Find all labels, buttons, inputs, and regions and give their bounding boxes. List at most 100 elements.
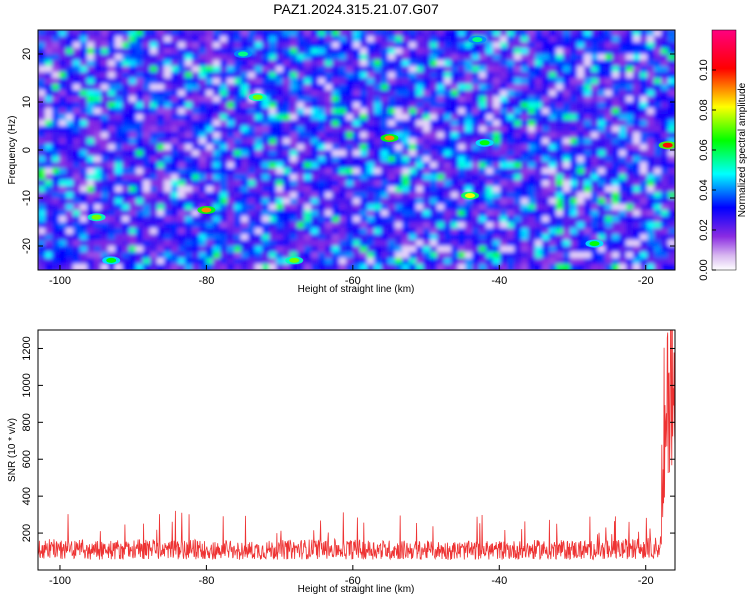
spectrogram-cell <box>507 30 515 37</box>
spectrogram-cell <box>395 210 403 217</box>
spectrogram-cell <box>416 78 424 85</box>
spectrogram-cell <box>493 150 501 157</box>
spectrogram-cell <box>486 96 494 103</box>
spectrogram-cell <box>45 216 53 223</box>
spectrogram-cell <box>437 48 445 55</box>
spectrogram-cell <box>661 78 669 85</box>
spectrogram-cell <box>276 204 284 211</box>
spectrogram-cell <box>619 132 627 139</box>
spectrogram-cell <box>367 258 375 265</box>
spectrogram-cell <box>150 96 158 103</box>
spectrogram-cell <box>549 210 557 217</box>
spectrogram-cell <box>353 174 361 181</box>
spectrogram-cell <box>255 150 263 157</box>
spectrogram-cell <box>626 204 634 211</box>
spectrogram-cell <box>598 54 606 61</box>
spectrogram-cell <box>87 198 95 205</box>
spectrogram-cell <box>339 204 347 211</box>
spectrogram-cell <box>591 60 599 67</box>
spectrogram-cell <box>570 174 578 181</box>
spectrogram-cell <box>584 228 592 235</box>
spectrogram-cell <box>206 126 214 133</box>
spectrogram-cell <box>80 222 88 229</box>
spectrogram-cell <box>612 192 620 199</box>
spectrogram-cell <box>437 150 445 157</box>
spectrogram-cell <box>227 42 235 49</box>
spectrogram-cell <box>45 240 53 247</box>
spectrogram-cell <box>143 126 151 133</box>
spectrogram-cell <box>87 144 95 151</box>
spectrogram-cell <box>136 234 144 241</box>
spectrogram-cell <box>633 30 641 37</box>
spectrogram-cell <box>500 66 508 73</box>
spectrogram-cell <box>367 108 375 115</box>
spectrogram-cell <box>451 96 459 103</box>
spectrogram-cell <box>332 84 340 91</box>
spectrogram-cell <box>171 90 179 97</box>
spectrogram-cell <box>360 78 368 85</box>
spectrogram-cell <box>528 126 536 133</box>
spectrogram-cell <box>605 30 613 37</box>
spectrogram-cell <box>269 60 277 67</box>
spectrogram-cell <box>115 36 123 43</box>
spectrogram-cell <box>185 246 193 253</box>
spectrogram-cell <box>332 132 340 139</box>
spectrogram-cell <box>381 186 389 193</box>
spectrogram-cell <box>395 234 403 241</box>
spectrogram-cell <box>297 210 305 217</box>
spectrogram-cell <box>157 66 165 73</box>
spectrogram-cell <box>136 210 144 217</box>
spectrogram-cell <box>192 66 200 73</box>
spectrogram-cell <box>248 234 256 241</box>
spectrogram-cell <box>633 246 641 253</box>
spectrogram-cell <box>220 252 228 259</box>
spectrogram-cell <box>612 108 620 115</box>
spectrogram-cell <box>87 174 95 181</box>
spectrogram-cell <box>542 210 550 217</box>
spectrogram-cell <box>87 246 95 253</box>
spectrogram-cell <box>535 156 543 163</box>
spectrogram-cell <box>108 138 116 145</box>
spectrogram-cell <box>584 84 592 91</box>
spectrogram-cell <box>458 84 466 91</box>
spectrogram-cell <box>605 264 613 270</box>
spectrogram-cell <box>507 180 515 187</box>
spectrogram-cell <box>360 132 368 139</box>
spectrogram-cell <box>192 108 200 115</box>
spectrogram-cell <box>80 84 88 91</box>
spectrogram-cell <box>59 168 67 175</box>
spectrogram-cell <box>500 30 508 37</box>
spectrogram-cell <box>248 156 256 163</box>
spectrogram-cell <box>227 96 235 103</box>
spectrogram-cell <box>269 198 277 205</box>
spectrogram-cell <box>479 252 487 259</box>
spectrogram-cell <box>430 36 438 43</box>
spectrogram-cell <box>395 198 403 205</box>
spectrogram-cell <box>654 72 662 79</box>
spectrogram-cell <box>444 258 452 265</box>
spectrogram-cell <box>157 156 165 163</box>
spectrogram-cell <box>486 258 494 265</box>
spectrogram-cell <box>178 150 186 157</box>
spectrogram-cell <box>122 48 130 55</box>
spectrogram-cell <box>360 120 368 127</box>
spectrogram-cell <box>318 264 326 270</box>
spectrogram-cell <box>409 42 417 49</box>
spectrogram-cell <box>150 234 158 241</box>
spectrogram-cell <box>647 228 655 235</box>
spectrogram-cell <box>388 156 396 163</box>
spectrogram-cell <box>122 192 130 199</box>
spectrogram-cell <box>255 72 263 79</box>
spectrogram-cell <box>248 36 256 43</box>
spectrogram-cell <box>346 216 354 223</box>
spectrogram-cell <box>248 240 256 247</box>
spectrogram-cell <box>157 138 165 145</box>
spectrogram-cell <box>577 156 585 163</box>
spectrogram-cell <box>577 60 585 67</box>
spectrogram-cell <box>283 192 291 199</box>
spectrogram-cell <box>563 102 571 109</box>
spectrogram-cell <box>325 108 333 115</box>
spectrogram-cell <box>563 180 571 187</box>
spectrogram-cell <box>367 228 375 235</box>
spectrogram-cell <box>402 30 410 37</box>
